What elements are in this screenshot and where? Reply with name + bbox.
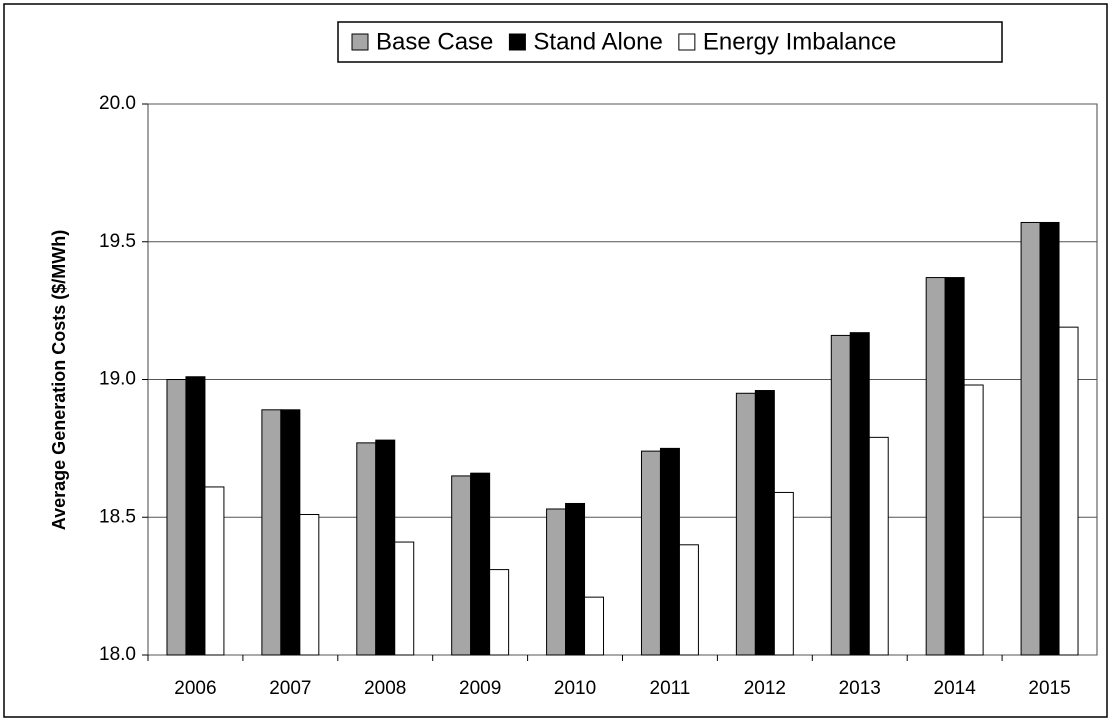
bar <box>773 491 794 656</box>
bar <box>489 569 510 656</box>
y-tick-label: 18.0 <box>99 644 136 665</box>
bar <box>1039 221 1060 656</box>
x-tick-label: 2009 <box>459 678 501 699</box>
y-tick-label: 19.5 <box>99 231 136 252</box>
legend-box <box>337 21 1003 63</box>
x-tick-label: 2015 <box>1028 678 1070 699</box>
x-tick-label: 2014 <box>934 678 977 699</box>
y-axis-label: Average Generation Costs ($/MWh) <box>49 230 69 530</box>
bar <box>185 376 206 656</box>
bar <box>394 541 415 656</box>
legend-label: Base Case <box>376 28 493 55</box>
x-tick-label: 2008 <box>364 678 406 699</box>
x-tick-label: 2013 <box>839 678 881 699</box>
bar <box>640 450 661 656</box>
x-tick-label: 2007 <box>269 678 311 699</box>
x-tick-label: 2006 <box>174 678 216 699</box>
bar <box>925 277 946 656</box>
bar <box>735 392 756 656</box>
bar <box>204 486 225 656</box>
y-tick-label: 20.0 <box>99 93 136 114</box>
bar <box>849 332 870 656</box>
bar <box>261 409 282 656</box>
bar <box>944 277 965 656</box>
bar <box>565 502 586 656</box>
bar <box>470 472 491 656</box>
bar <box>868 436 889 656</box>
bar <box>375 439 396 656</box>
bar <box>659 447 680 656</box>
bar <box>299 513 320 656</box>
y-tick-label: 19.0 <box>99 369 136 390</box>
legend-label: Stand Alone <box>533 28 662 55</box>
legend-swatch <box>351 33 369 51</box>
bar <box>1058 326 1079 656</box>
bar <box>584 596 605 656</box>
y-tick-label: 18.5 <box>99 506 136 527</box>
bar <box>546 508 567 656</box>
legend-label: Energy Imbalance <box>703 28 896 55</box>
legend-swatch <box>508 33 526 51</box>
x-tick-label: 2012 <box>744 678 786 699</box>
bar <box>830 334 851 656</box>
bar <box>1020 221 1041 656</box>
bar <box>280 409 301 656</box>
x-tick-label: 2010 <box>554 678 596 699</box>
bar <box>166 379 187 656</box>
bar <box>356 442 377 656</box>
bar <box>754 390 775 656</box>
bar <box>963 384 984 656</box>
x-tick-label: 2011 <box>650 678 691 699</box>
legend-swatch <box>678 33 696 51</box>
bar <box>678 544 699 656</box>
bar <box>451 475 472 656</box>
legend: Base Case Stand Alone Energy Imbalance <box>337 21 1003 63</box>
